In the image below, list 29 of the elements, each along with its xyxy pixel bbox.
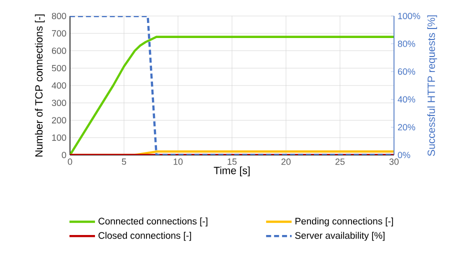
legend-label: Pending connections [-] xyxy=(296,218,393,226)
x-tick-label: 5 xyxy=(122,158,126,165)
y-tick-label: 400 xyxy=(52,82,66,89)
y2-tick-label: 20% xyxy=(398,124,416,130)
x-tick-label: 30 xyxy=(389,158,399,165)
legend-label: Connected connections [-] xyxy=(98,218,208,226)
x-axis-title: Time [s] xyxy=(214,166,250,176)
y-tick-label: 200 xyxy=(52,117,66,124)
y-tick-label: 300 xyxy=(52,100,66,106)
y-tick-label: 800 xyxy=(52,12,66,20)
legend-label: Closed connections [-] xyxy=(98,232,192,241)
y-axis-title: Number of TCP connections [-] xyxy=(34,14,45,156)
y2-axis-title: Successful HTTP requests [%] xyxy=(427,15,438,156)
legend-label: Server availability [%] xyxy=(295,232,384,241)
y-tick-label: 600 xyxy=(52,48,66,54)
y-tick-label: 0 xyxy=(62,152,66,158)
x-tick-label: 0 xyxy=(68,158,72,165)
y2-tick-label: 0% xyxy=(398,152,410,158)
x-tick-label: 20 xyxy=(281,158,291,165)
y2-tick-label: 80% xyxy=(398,40,416,47)
y2-tick-label: 40% xyxy=(398,96,416,103)
y2-tick-label: 60% xyxy=(398,68,416,75)
x-tick-label: 15 xyxy=(228,158,237,165)
y-tick-label: 700 xyxy=(52,30,66,37)
x-tick-label: 25 xyxy=(335,158,345,165)
y2-tick-label: 100% xyxy=(398,12,420,20)
x-tick-label: 10 xyxy=(174,158,183,165)
y-tick-label: 100 xyxy=(52,134,66,141)
y-tick-label: 500 xyxy=(52,64,66,72)
